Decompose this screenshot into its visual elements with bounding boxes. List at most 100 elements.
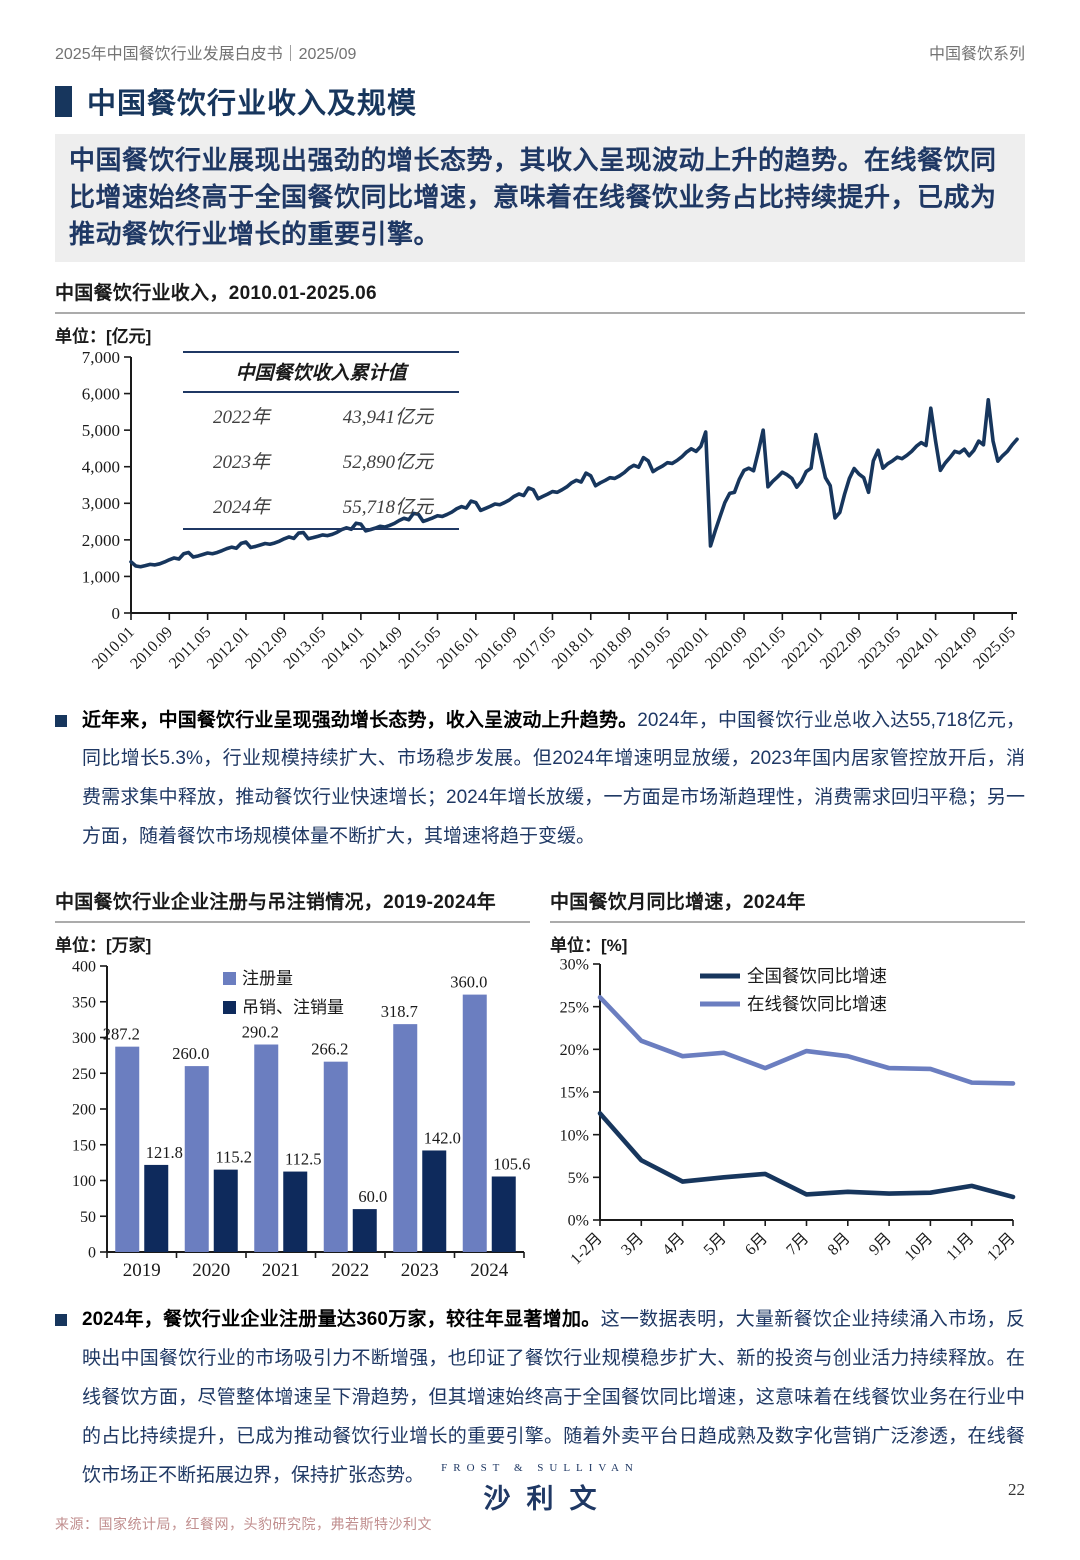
svg-text:2010.09: 2010.09 — [127, 623, 176, 672]
section-title-marker — [55, 85, 72, 117]
svg-text:2012.01: 2012.01 — [204, 623, 253, 672]
paragraph-lead: 2024年，餐饮行业企业注册量达360万家，较往年显著增加。 — [82, 1309, 601, 1331]
svg-text:2014.09: 2014.09 — [357, 623, 406, 672]
logo-chinese-text: 沙利文 — [483, 1484, 613, 1514]
paragraph-body: 这一数据表明，大量新餐饮企业持续涌入市场，反映出中国餐饮行业的市场吸引力不断增强… — [82, 1309, 1025, 1487]
svg-text:2015.05: 2015.05 — [396, 623, 445, 672]
svg-text:2018.01: 2018.01 — [549, 623, 598, 672]
svg-text:318.7: 318.7 — [381, 1002, 418, 1021]
svg-text:7,000: 7,000 — [82, 349, 120, 367]
svg-text:50: 50 — [80, 1209, 96, 1226]
svg-text:2020.01: 2020.01 — [664, 623, 713, 672]
svg-text:在线餐饮同比增速: 在线餐饮同比增速 — [747, 994, 887, 1014]
table-cell-year: 2022年 — [213, 406, 271, 428]
analysis-paragraph-2: 2024年，餐饮行业企业注册量达360万家，较往年显著增加。这一数据表明，大量新… — [55, 1301, 1025, 1496]
svg-text:150: 150 — [72, 1138, 96, 1155]
svg-text:142.0: 142.0 — [424, 1129, 461, 1148]
page-footer: FROST & SULLIVAN 沙利文 22 — [0, 1462, 1080, 1552]
svg-text:5%: 5% — [568, 1170, 589, 1187]
revenue-line-chart-canvas: 0 1,000 2,000 3,000 4,000 5,000 6,000 7,000 2010… — [55, 347, 1025, 692]
growth-line-chart: 0% 5% 10% 15% 20% 25% 30% 1-2月 3月 4月 5月 6月 7月 8月 9月 10月… — [550, 956, 1025, 1291]
svg-text:吊销、注销量: 吊销、注销量 — [242, 998, 344, 1017]
svg-text:2024.01: 2024.01 — [894, 623, 943, 672]
growth-chart-title: 中国餐饮月同比增速，2024年 — [550, 887, 1025, 924]
table-row: 2023年 52,890亿元 — [183, 438, 459, 483]
svg-text:200: 200 — [72, 1102, 96, 1119]
svg-text:全国餐饮同比增速: 全国餐饮同比增速 — [747, 966, 887, 986]
svg-text:2018.09: 2018.09 — [587, 623, 636, 672]
svg-text:266.2: 266.2 — [311, 1040, 348, 1059]
key-takeaway-box: 中国餐饮行业展现出强劲的增长态势，其收入呈现波动上升的趋势。在线餐饮同比增速始终… — [55, 134, 1025, 262]
svg-text:290.2: 290.2 — [242, 1023, 279, 1042]
svg-text:2025.05: 2025.05 — [970, 623, 1019, 672]
svg-text:2019: 2019 — [123, 1260, 161, 1281]
svg-text:2016.09: 2016.09 — [472, 623, 521, 672]
svg-text:12月: 12月 — [984, 1230, 1019, 1265]
table-row: 2024年 55,718亿元 — [183, 483, 459, 528]
svg-text:6月: 6月 — [742, 1230, 771, 1259]
svg-text:6,000: 6,000 — [82, 384, 120, 403]
svg-text:2020.09: 2020.09 — [702, 623, 751, 672]
svg-text:8月: 8月 — [825, 1230, 854, 1259]
svg-text:2010.01: 2010.01 — [89, 623, 138, 672]
svg-text:105.6: 105.6 — [493, 1155, 530, 1174]
growth-line-chart-svg: 0% 5% 10% 15% 20% 25% 30% 1-2月 3月 4月 5月 6月 7月 8月 9月 10月… — [560, 957, 1019, 1269]
page-header: 2025年中国餐饮行业发展白皮书｜2025/09 中国餐饮系列 — [55, 40, 1025, 64]
svg-text:2020: 2020 — [192, 1260, 230, 1281]
registration-chart-unit: 单位：[万家] — [55, 936, 152, 956]
paragraph-lead: 近年来，中国餐饮行业呈现强劲增长态势，收入呈波动上升趋势。 — [82, 709, 638, 731]
svg-text:250: 250 — [72, 1066, 96, 1083]
svg-text:5月: 5月 — [701, 1230, 730, 1259]
svg-text:9月: 9月 — [866, 1230, 895, 1259]
logo-english-text: FROST & SULLIVAN — [441, 1462, 639, 1474]
revenue-line-chart: 0 1,000 2,000 3,000 4,000 5,000 6,000 7,000 2010… — [55, 347, 1025, 692]
svg-text:287.2: 287.2 — [103, 1025, 140, 1044]
svg-text:260.0: 260.0 — [172, 1044, 209, 1063]
svg-text:2024.09: 2024.09 — [932, 623, 981, 672]
svg-text:30%: 30% — [560, 957, 589, 974]
svg-text:2016.01: 2016.01 — [434, 623, 483, 672]
growth-chart-unit: 单位：[%] — [550, 936, 628, 956]
svg-text:10%: 10% — [560, 1128, 589, 1145]
svg-text:100: 100 — [72, 1173, 96, 1190]
svg-text:360.0: 360.0 — [450, 973, 487, 992]
svg-text:121.8: 121.8 — [146, 1143, 183, 1162]
svg-text:2012.09: 2012.09 — [242, 623, 291, 672]
svg-text:25%: 25% — [560, 1000, 589, 1017]
svg-text:11月: 11月 — [943, 1230, 977, 1264]
svg-text:注册量: 注册量 — [242, 969, 293, 988]
registration-bar-chart-svg: 0 50 100 150 200 250 300 350 400 2019 287.2 121.8 20… — [72, 959, 530, 1281]
registration-chart-column: 中国餐饮行业企业注册与吊注销情况，2019-2024年 单位：[万家] 0 50 1… — [55, 871, 530, 1291]
paragraph-body: 2024年，中国餐饮行业总收入达55,718亿元，同比增长5.3%，行业规模持续… — [82, 709, 1025, 848]
svg-text:350: 350 — [72, 995, 96, 1012]
svg-text:4,000: 4,000 — [82, 457, 120, 476]
svg-text:1,000: 1,000 — [82, 567, 120, 586]
svg-text:0: 0 — [88, 1245, 96, 1262]
svg-text:2022.09: 2022.09 — [817, 623, 866, 672]
svg-text:15%: 15% — [560, 1085, 589, 1102]
revenue-chart-unit: 单位：[亿元] — [55, 326, 152, 346]
bullet-square-icon — [55, 714, 67, 727]
table-cell-value: 55,718亿元 — [342, 496, 433, 518]
svg-text:400: 400 — [72, 959, 96, 976]
svg-text:3月: 3月 — [618, 1230, 647, 1259]
registration-bar-chart: 0 50 100 150 200 250 300 350 400 2019 287.2 121.8 20… — [55, 956, 530, 1291]
svg-text:1-2月: 1-2月 — [567, 1230, 605, 1268]
page-number: 22 — [1008, 1480, 1025, 1499]
svg-text:4月: 4月 — [659, 1230, 688, 1259]
revenue-line-chart-svg: 0 1,000 2,000 3,000 4,000 5,000 6,000 7,000 2010… — [82, 347, 1019, 672]
svg-text:2021.05: 2021.05 — [740, 623, 789, 672]
table-row: 2022年 43,941亿元 — [183, 393, 459, 438]
svg-text:2022.01: 2022.01 — [779, 623, 828, 672]
registration-chart-title: 中国餐饮行业企业注册与吊注销情况，2019-2024年 — [55, 887, 530, 924]
source-note: 来源：国家统计局，红餐网，头豹研究院，弗若斯特沙利文 — [55, 1515, 432, 1532]
svg-text:2019.05: 2019.05 — [625, 623, 674, 672]
header-right-series: 中国餐饮系列 — [928, 46, 1025, 63]
bullet-square-icon — [55, 1314, 67, 1327]
svg-text:60.0: 60.0 — [358, 1187, 387, 1206]
cumulative-table-title: 中国餐饮收入累计值 — [183, 353, 459, 393]
svg-text:0%: 0% — [568, 1213, 589, 1230]
svg-text:2022: 2022 — [331, 1260, 369, 1281]
frost-sullivan-logo: FROST & SULLIVAN 沙利文 — [441, 1462, 639, 1516]
